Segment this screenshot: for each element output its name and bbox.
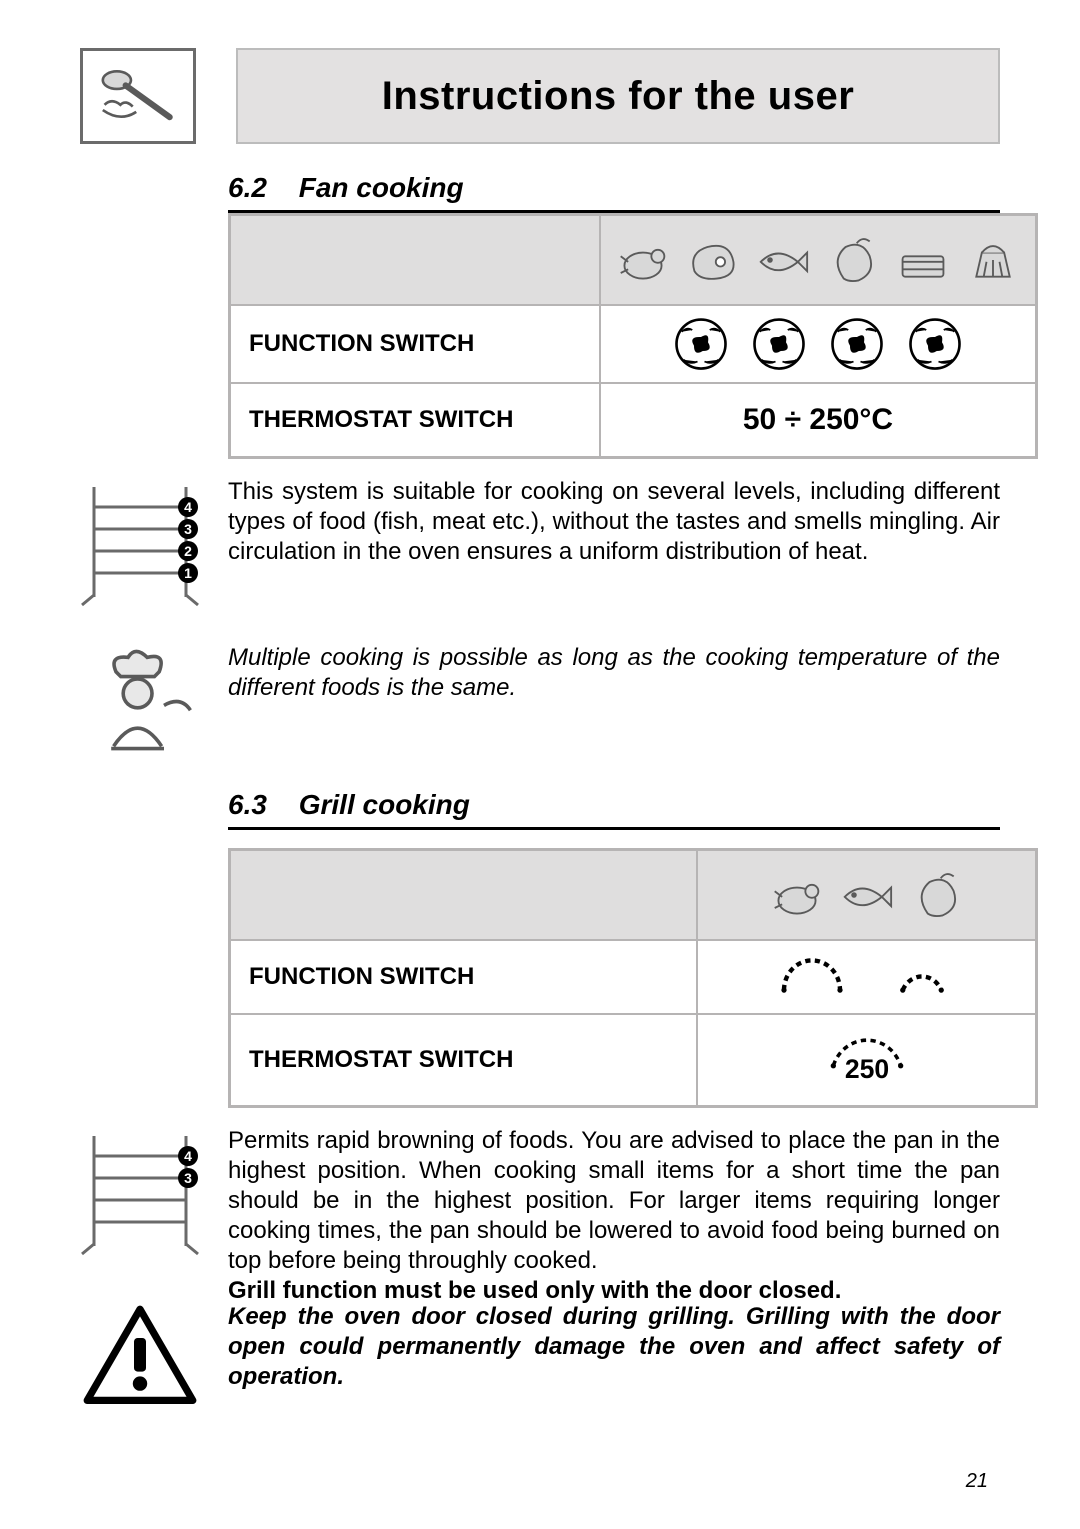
- fan-thermostat-value: 50 ÷ 250°C: [600, 383, 1036, 457]
- fan-mode-knob-icon: [907, 316, 963, 372]
- bake-icon: [895, 234, 951, 286]
- vegetable-icon: [825, 234, 881, 286]
- chef-spoon-icon: [80, 48, 196, 144]
- grill-cooking-settings-table: FUNCTION SWITCH THERMOSTAT SWITCH: [228, 848, 1038, 1108]
- fan-heading-number: 6.2: [228, 172, 267, 203]
- grill-warning-text: Keep the oven door closed during grillin…: [228, 1303, 1000, 1390]
- fan-food-icon-row: [600, 215, 1036, 305]
- svg-text:4: 4: [184, 499, 192, 515]
- grill-element-full-icon: [777, 955, 847, 999]
- grill-cooking-body-text: Permits rapid browning of foods. You are…: [228, 1127, 1000, 1274]
- svg-text:4: 4: [184, 1148, 192, 1164]
- grill-thermostat-switch-label: THERMOSTAT SWITCH: [230, 1014, 697, 1106]
- grill-door-closed-bold: Grill function must be used only with th…: [228, 1277, 841, 1304]
- svg-text:1: 1: [184, 565, 192, 581]
- dessert-icon: [965, 234, 1021, 286]
- fan-cooking-settings-table: FUNCTION SWITCH: [228, 213, 1038, 459]
- grill-cooking-body-block: Permits rapid browning of foods. You are…: [228, 1126, 1000, 1306]
- oven-rack-4-levels-icon: 4 3 2 1: [80, 477, 200, 607]
- fan-mode-knob-icon: [751, 316, 807, 372]
- grill-function-switch-icons: [697, 940, 1036, 1014]
- chef-tip-icon: [80, 643, 200, 763]
- header-row: Instructions for the user: [80, 48, 1000, 144]
- page-number: 21: [966, 1470, 988, 1493]
- fish-icon: [755, 234, 811, 286]
- poultry-icon: [769, 869, 825, 921]
- grill-thermostat-value: 250: [697, 1014, 1036, 1106]
- page-title: Instructions for the user: [382, 74, 855, 119]
- grill-element-half-icon: [887, 955, 957, 999]
- fan-heading-title: Fan cooking: [299, 172, 464, 203]
- oven-rack-2-levels-icon: 4 3: [80, 1126, 200, 1306]
- svg-text:3: 3: [184, 1170, 192, 1186]
- grill-heading-title: Grill cooking: [299, 789, 470, 820]
- page-title-banner: Instructions for the user: [236, 48, 1000, 144]
- fan-thermostat-switch-label: THERMOSTAT SWITCH: [230, 383, 600, 457]
- fan-function-switch-label: FUNCTION SWITCH: [230, 305, 600, 383]
- grill-thermostat-value-text: 250: [845, 1054, 889, 1084]
- fish-icon: [839, 869, 895, 921]
- grill-cooking-heading: 6.3 Grill cooking: [228, 789, 1000, 830]
- grill-function-switch-label: FUNCTION SWITCH: [230, 940, 697, 1014]
- fan-cooking-body-text: This system is suitable for cooking on s…: [228, 477, 1000, 607]
- fan-cooking-heading: 6.2 Fan cooking: [228, 172, 1000, 213]
- meat-icon: [685, 234, 741, 286]
- grill-food-icon-row: [697, 850, 1036, 940]
- fan-function-switch-icons: [600, 305, 1036, 383]
- fan-mode-knob-icon: [829, 316, 885, 372]
- fan-mode-knob-icon: [673, 316, 729, 372]
- warning-triangle-icon: [80, 1302, 200, 1410]
- grill-warning-block: Keep the oven door closed during grillin…: [228, 1302, 1000, 1410]
- vegetable-icon: [909, 869, 965, 921]
- fan-cooking-tip-text: Multiple cooking is possible as long as …: [228, 643, 1000, 763]
- poultry-icon: [615, 234, 671, 286]
- svg-text:3: 3: [184, 521, 192, 537]
- grill-heading-number: 6.3: [228, 789, 267, 820]
- svg-text:2: 2: [184, 543, 192, 559]
